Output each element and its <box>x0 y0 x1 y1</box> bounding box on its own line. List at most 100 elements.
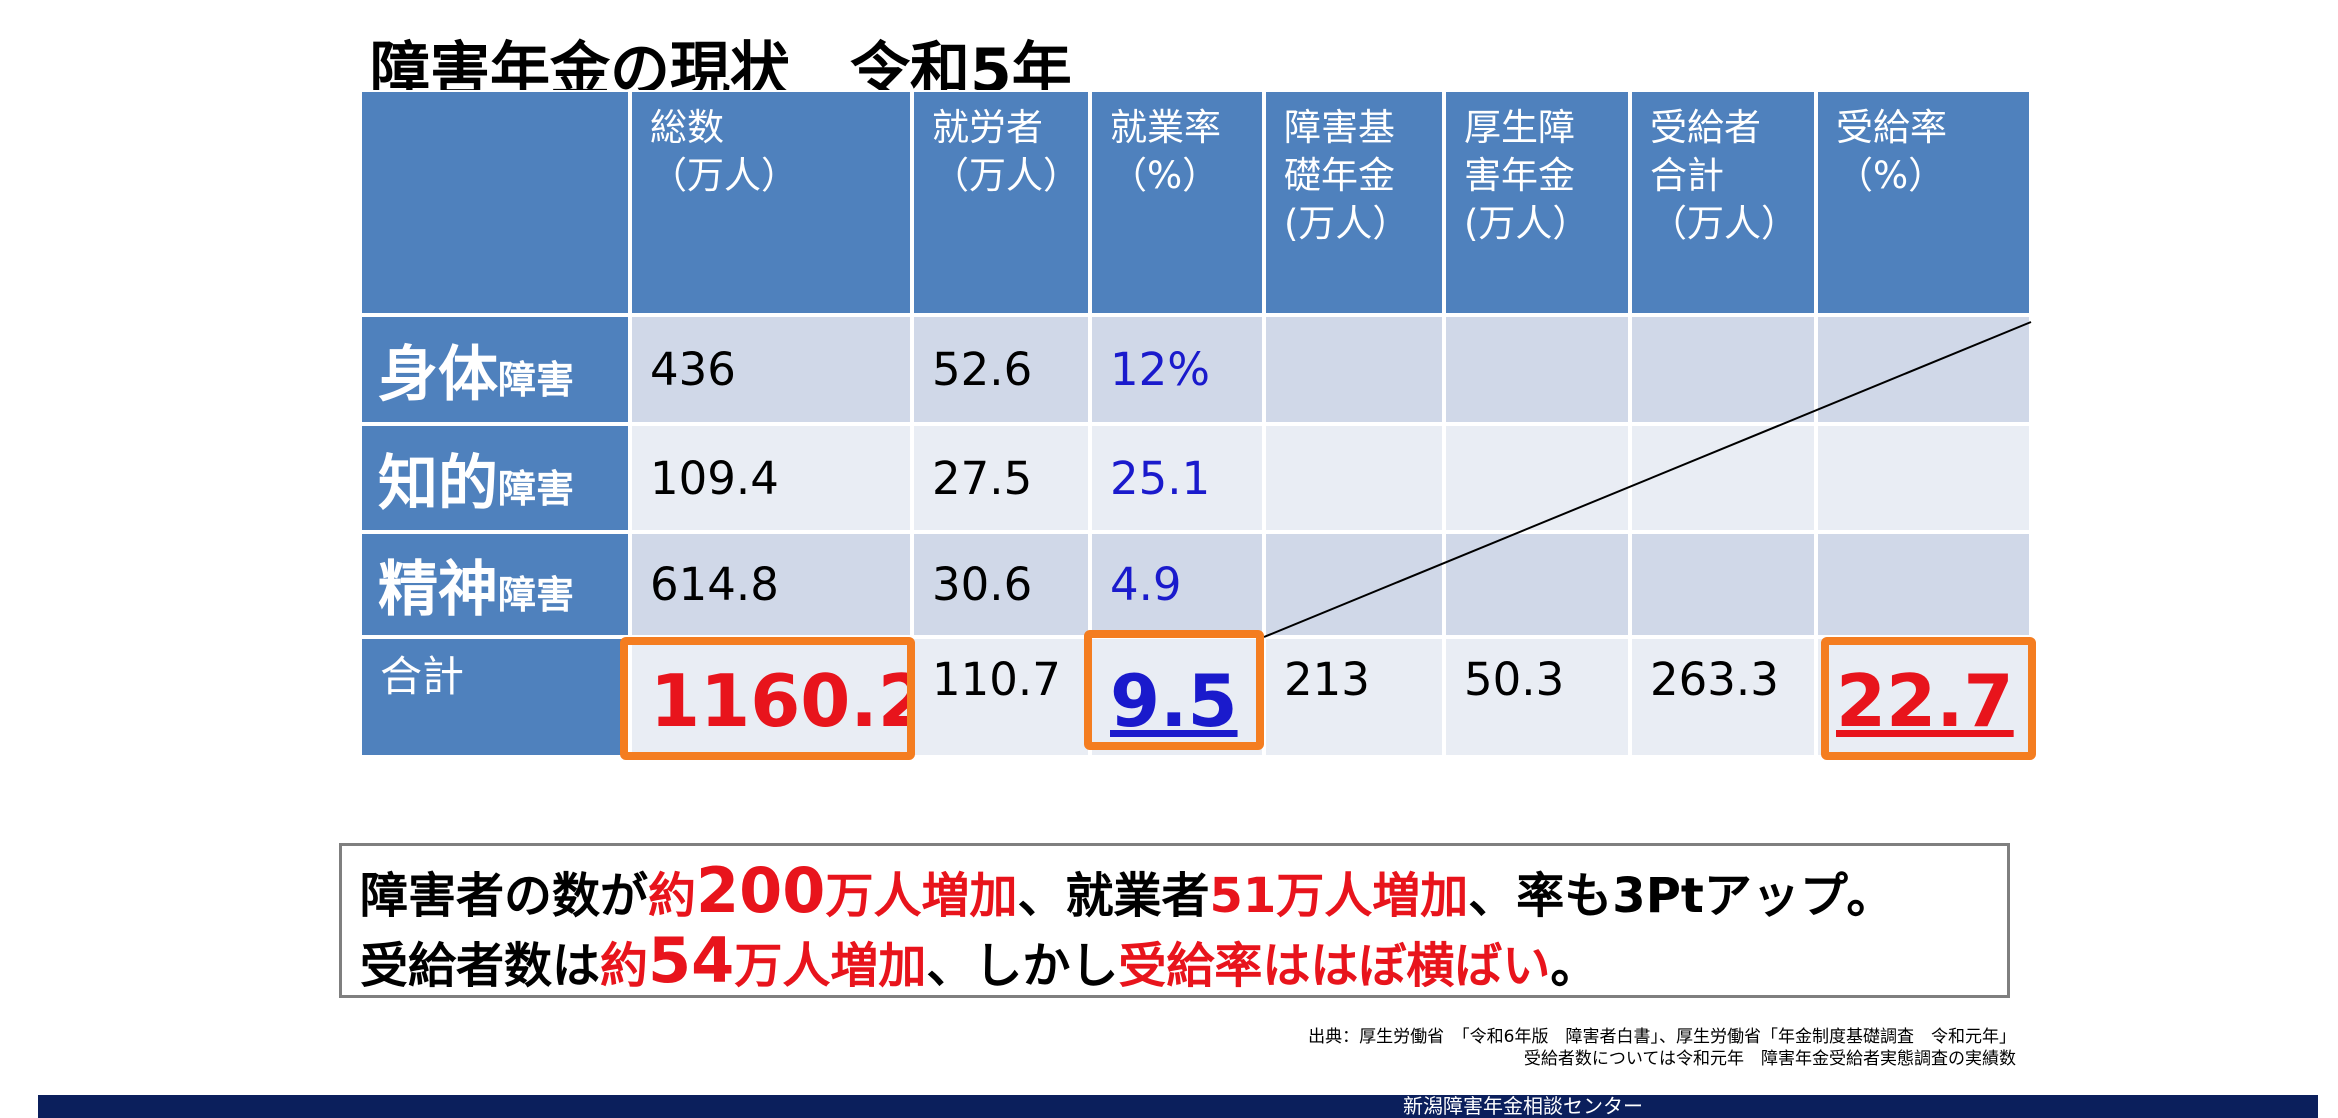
data-cell: 436 <box>630 315 912 424</box>
summary-text: 、率も3Ptアップ。 <box>1468 868 1895 924</box>
data-cell <box>1444 532 1630 637</box>
header-text: （%） <box>1836 154 1946 197</box>
header-cell: 障害基礎年金 (万人） <box>1264 90 1444 315</box>
header-cell: 厚生障害年金 (万人） <box>1444 90 1630 315</box>
data-cell: 263.3 <box>1630 637 1816 757</box>
source-note: 出典：厚生労働省 「令和6年版 障害者白書」、厚生労働省「年金制度基礎調査 令和… <box>1308 1027 2016 1047</box>
header-text: （万人） <box>1650 202 1798 245</box>
header-text: 就業率 <box>1110 106 1221 149</box>
cell-value: 614.8 <box>650 558 779 611</box>
header-text: (万人） <box>1284 202 1410 245</box>
summary-text: 万人増加 <box>734 938 927 994</box>
row-label: 精神 障害 <box>360 532 630 637</box>
data-cell <box>1264 424 1444 532</box>
data-cell <box>1630 424 1816 532</box>
row-label: 合計 <box>360 637 630 757</box>
header-text: 合計 <box>1650 154 1724 197</box>
header-cell <box>360 90 630 315</box>
row-label-main: 知的 <box>378 448 498 519</box>
header-cell: 受給者合計 （万人） <box>1630 90 1816 315</box>
data-cell: 50.3 <box>1444 637 1630 757</box>
summary-text: 51万人増加 <box>1209 868 1469 924</box>
data-cell: 1160.2 <box>630 637 928 757</box>
data-cell <box>1444 424 1630 532</box>
highlight-box <box>1084 630 1264 750</box>
cell-value: 30.6 <box>932 558 1033 611</box>
data-cell: 22.7 <box>1816 637 2031 757</box>
summary-text: 受給率ははぼ横ばい <box>1118 938 1551 994</box>
summary-text: 約 <box>648 868 697 924</box>
cell-value: 109.4 <box>650 451 779 505</box>
data-cell <box>1444 315 1630 424</box>
data-cell <box>1264 315 1444 424</box>
header-cell: 就業率 （%） <box>1090 90 1264 315</box>
data-cell <box>1816 424 2031 532</box>
header-text: （万人） <box>932 154 1080 197</box>
row-label-suffix: 障害 <box>498 466 575 511</box>
header-text: 厚生障 <box>1464 106 1575 149</box>
cell-value: 12% <box>1110 343 1211 396</box>
summary-text: 、就業者 <box>1017 868 1210 924</box>
summary-text: 万人増加 <box>825 868 1018 924</box>
row-label: 知的 障害 <box>360 424 630 532</box>
header-text: 就労者 <box>932 106 1043 149</box>
header-text: 受給者 <box>1650 106 1761 149</box>
footer: 新潟障害年金相談センター <box>38 1095 2318 1118</box>
cell-value: 213 <box>1284 653 1370 706</box>
data-cell: 52.6 <box>912 315 1090 424</box>
summary-text: 、しかし <box>926 938 1119 994</box>
header-cell: 総数 （万人） <box>630 90 912 315</box>
summary-text: 。 <box>1550 938 1599 994</box>
cell-value: 22.7 <box>1836 659 2014 743</box>
data-cell <box>1816 315 2031 424</box>
cell-value: 436 <box>650 343 736 396</box>
header-text: （万人） <box>650 154 798 197</box>
summary-line: 受給者数は約54万人増加、しかし受給率ははぼ横ばい。 <box>360 926 1989 996</box>
data-cell: 110.7 <box>912 637 1090 757</box>
summary-box: 障害者の数が約200万人増加、就業者51万人増加、率も3Ptアップ。 受給者数は約… <box>339 843 2010 998</box>
row-label-main: 精神 <box>378 555 498 625</box>
header-text: 総数 <box>650 106 724 149</box>
summary-text: 障害者の数が <box>360 868 649 924</box>
data-cell <box>1264 532 1444 637</box>
source-note: 受給者数については令和元年 障害年金受給者実態調査の実績数 <box>1523 1049 2016 1069</box>
header-cell: 就労者 （万人） <box>912 90 1090 315</box>
header-text: （%） <box>1110 154 1220 197</box>
row-label: 身体 障害 <box>360 315 630 424</box>
cell-value: 263.3 <box>1650 653 1779 706</box>
row-label-main: 身体 <box>378 340 498 410</box>
header-text: 礎年金 <box>1284 154 1395 197</box>
cell-value: 52.6 <box>932 343 1033 396</box>
header-text: 害年金 <box>1464 154 1575 197</box>
row-label-suffix: 障害 <box>498 573 575 617</box>
data-cell: 9.5 <box>1090 637 1264 757</box>
cell-value: 110.7 <box>932 653 1061 706</box>
data-cell: 213 <box>1264 637 1444 757</box>
cell-value: 27.5 <box>932 451 1033 505</box>
cell-value: 1160.2 <box>650 659 928 743</box>
data-cell: 27.5 <box>912 424 1090 532</box>
header-text: 障害基 <box>1284 106 1395 149</box>
data-cell: 4.9 <box>1090 532 1264 637</box>
data-cell <box>1630 532 1816 637</box>
data-cell <box>1816 532 2031 637</box>
summary-text: 受給者数は <box>360 938 601 994</box>
cell-value: 50.3 <box>1464 653 1565 706</box>
row-label-suffix: 障害 <box>498 358 575 402</box>
header-text: (万人） <box>1464 202 1590 245</box>
data-cell: 25.1 <box>1090 424 1264 532</box>
highlight-box <box>620 637 915 760</box>
cell-value: 4.9 <box>1110 558 1182 611</box>
highlight-box <box>1821 637 2036 760</box>
summary-text: 約 <box>600 938 649 994</box>
header-text: 受給率 <box>1836 106 1947 149</box>
data-cell: 109.4 <box>630 424 912 532</box>
summary-text: 200 <box>696 854 826 927</box>
data-cell <box>1630 315 1816 424</box>
data-cell: 30.6 <box>912 532 1090 637</box>
cell-value: 9.5 <box>1110 659 1238 743</box>
data-cell: 614.8 <box>630 532 912 637</box>
summary-line: 障害者の数が約200万人増加、就業者51万人増加、率も3Ptアップ。 <box>360 856 1989 926</box>
header-cell: 受給率 （%） <box>1816 90 2031 315</box>
